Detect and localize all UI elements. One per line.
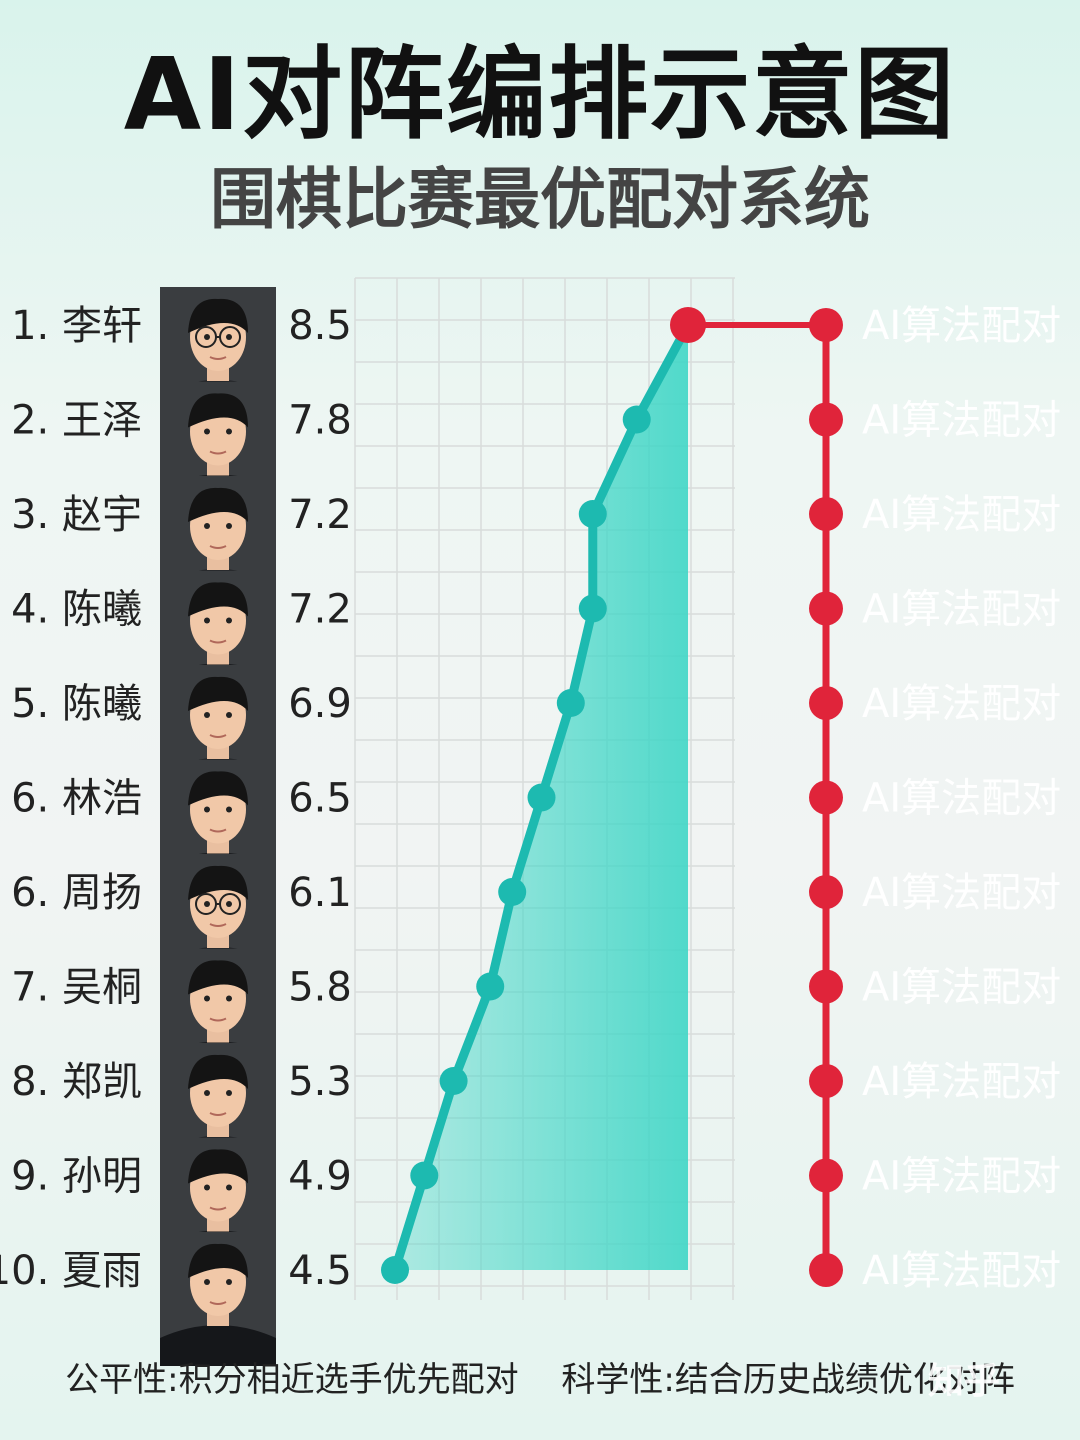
score-point bbox=[578, 500, 607, 528]
pairing-node bbox=[809, 875, 843, 909]
pairing-label: AI算法配对 bbox=[862, 1248, 1061, 1294]
score-point bbox=[381, 1256, 409, 1284]
score-point bbox=[578, 594, 607, 623]
score-points bbox=[381, 307, 706, 1284]
player-name: 5. 陈曦 bbox=[11, 681, 142, 727]
pairing-node bbox=[809, 402, 843, 437]
player-avatar bbox=[160, 1232, 276, 1366]
score-point bbox=[498, 878, 527, 906]
pairing-label: AI算法配对 bbox=[862, 681, 1061, 727]
score-label: 7.2 bbox=[288, 492, 352, 538]
player-name: 9. 孙明 bbox=[11, 1154, 142, 1200]
pairing-label: AI算法配对 bbox=[862, 492, 1061, 538]
page-subtitle: 围棋比赛最优配对系统 bbox=[210, 161, 870, 238]
score-label: 6.1 bbox=[288, 870, 352, 916]
pairing-node bbox=[809, 1064, 843, 1098]
pairing-node bbox=[809, 686, 843, 720]
score-label: 7.2 bbox=[288, 587, 352, 633]
player-name: 4. 陈曦 bbox=[11, 587, 142, 633]
pairing-label: AI算法配对 bbox=[862, 303, 1061, 349]
player-name: 6. 周扬 bbox=[11, 870, 142, 916]
score-label: 5.3 bbox=[288, 1059, 352, 1105]
player-name: 3. 赵宇 bbox=[11, 492, 142, 538]
score-point bbox=[410, 1161, 439, 1190]
score-point bbox=[556, 689, 585, 717]
score-point bbox=[439, 1067, 468, 1095]
player-name: 6. 林浩 bbox=[11, 776, 142, 822]
pairing-label: AI算法配对 bbox=[862, 776, 1061, 822]
footer: 公平性:积分相近选手优先配对 科学性:结合历史战绩优化对阵 bbox=[0, 1352, 1080, 1401]
pairing-node bbox=[809, 780, 843, 815]
pairing-node bbox=[809, 591, 843, 626]
pairing-label: AI算法配对 bbox=[862, 965, 1061, 1011]
score-point bbox=[476, 972, 505, 1001]
score-label: 4.9 bbox=[288, 1154, 352, 1200]
pairing-node bbox=[809, 1253, 843, 1287]
footer-fairness: 公平性:积分相近选手优先配对 bbox=[65, 1360, 519, 1400]
score-label: 5.8 bbox=[288, 965, 352, 1011]
player-name: 1. 李轩 bbox=[11, 303, 142, 349]
score-label: 7.8 bbox=[288, 398, 352, 444]
pairing-node bbox=[809, 969, 843, 1004]
pairing-node bbox=[809, 497, 843, 531]
score-point bbox=[622, 405, 651, 434]
pairing-label: AI算法配对 bbox=[862, 870, 1061, 916]
score-point bbox=[527, 783, 556, 812]
pairing-node bbox=[809, 308, 843, 342]
watermark-logo: 知乎 bbox=[928, 1361, 1001, 1402]
pairing-layer: AI算法配对 AI算法配对 AI算法配对 AI算法配对 AI算法配对 AI算法配对 AI算法… bbox=[395, 303, 1061, 1294]
pairing-node bbox=[809, 1158, 843, 1193]
top-score-point bbox=[670, 307, 706, 343]
pairing-label: AI算法配对 bbox=[862, 587, 1061, 633]
footer-science: 科学性:结合历史战绩优化对阵 bbox=[561, 1360, 1015, 1400]
player-rows: 1. 李轩 8.5 2. 王泽 7.8 3. 赵宇 7.2 4. 陈曦 7.2 5. 陈曦 6.9… bbox=[0, 287, 352, 1366]
player-name: 7. 吴桐 bbox=[11, 965, 142, 1011]
pairing-label: AI算法配对 bbox=[862, 1154, 1061, 1200]
score-label: 8.5 bbox=[288, 303, 352, 349]
player-name: 2. 王泽 bbox=[11, 398, 142, 444]
pairing-label: AI算法配对 bbox=[862, 398, 1061, 444]
page-title: AI对阵编排示意图 bbox=[123, 36, 957, 153]
player-name: 8. 郑凯 bbox=[11, 1059, 142, 1105]
score-label: 6.5 bbox=[288, 776, 352, 822]
player-name: 10. 夏雨 bbox=[0, 1248, 142, 1294]
pairing-label: AI算法配对 bbox=[862, 1059, 1061, 1105]
score-label: 6.9 bbox=[288, 681, 352, 727]
score-label: 4.5 bbox=[288, 1248, 352, 1294]
